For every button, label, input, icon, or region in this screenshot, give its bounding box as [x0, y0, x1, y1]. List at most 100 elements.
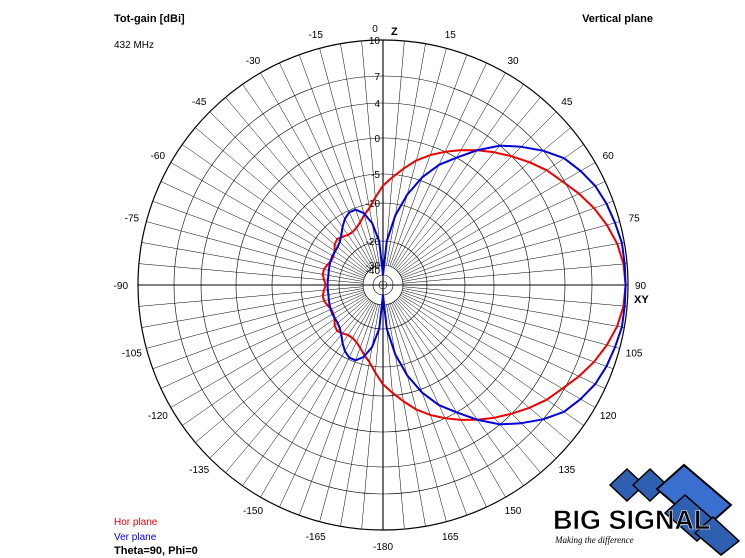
grid-spoke [141, 242, 364, 282]
grid-spoke [401, 293, 606, 389]
grid-spoke [399, 296, 584, 426]
radial-tick-label: -40 [366, 266, 381, 277]
grid-spoke [298, 54, 377, 267]
grid-spoke [386, 43, 426, 266]
axis-label-z: Z [391, 26, 398, 38]
logo-tagline: Making the difference [554, 535, 634, 545]
angle-tick-label: 0 [372, 24, 378, 35]
chart-plane-title: Vertical plane [582, 13, 653, 25]
grid-spoke [146, 289, 364, 349]
angle-tick-label: -75 [125, 214, 140, 225]
grid-spoke [399, 144, 584, 274]
grid-spoke [340, 43, 380, 266]
logo-wordmark: BIG SIGNAL [553, 505, 711, 535]
grid-spoke [401, 200, 614, 279]
grid-spoke [138, 286, 364, 307]
angle-tick-label: 120 [600, 411, 617, 422]
radial-tick-label: -30 [366, 261, 381, 272]
grid-spoke [402, 263, 628, 284]
radial-tick-label: -5 [371, 170, 380, 181]
angle-tick-label: -165 [306, 532, 326, 543]
grid-spoke [389, 303, 468, 516]
angle-tick-label: 45 [561, 97, 573, 108]
grid-spoke [279, 303, 375, 508]
grid-spoke [195, 127, 368, 273]
angle-tick-label: -15 [308, 30, 323, 41]
grid-spoke [386, 304, 426, 527]
angle-tick-label: 15 [445, 30, 457, 41]
grid-spoke [402, 221, 620, 281]
angle-tick-label: -45 [192, 97, 207, 108]
grid-spoke [298, 303, 377, 516]
grid-spoke [260, 72, 374, 268]
grid-spoke [401, 291, 614, 370]
grid-spoke [361, 304, 382, 530]
angle-tick-label: -135 [189, 465, 209, 476]
angle-tick-label: -105 [122, 348, 142, 359]
angle-tick-label: 165 [442, 532, 459, 543]
angle-tick-label: -60 [151, 151, 166, 162]
grid-spoke [402, 288, 625, 328]
grid-spoke [387, 48, 447, 266]
legend-ver-plane: Ver plane [114, 532, 157, 543]
grid-spoke [242, 301, 372, 486]
grid-spoke [260, 302, 374, 498]
grid-spoke [392, 72, 506, 268]
grid-spoke [384, 304, 405, 530]
grid-spoke [209, 111, 370, 272]
grid-spoke [319, 304, 379, 522]
grid-spoke [160, 293, 365, 389]
grid-spoke [160, 181, 365, 277]
grid-spoke [401, 181, 606, 277]
grid-spoke [398, 297, 571, 443]
logo-diamonds [608, 463, 741, 556]
grid-spoke [146, 221, 364, 281]
grid-spoke [396, 298, 557, 459]
angle-tick-label: 90 [635, 281, 647, 292]
grid-spoke [279, 62, 375, 267]
angle-tick-label: -90 [114, 281, 129, 292]
grid-spoke [361, 40, 382, 266]
grid-spoke [396, 111, 557, 272]
grid-spoke [195, 297, 368, 443]
angle-tick-label: -180 [373, 542, 393, 553]
angle-tick-label: 75 [629, 214, 641, 225]
grid-spoke [384, 40, 405, 266]
angle-tick-label: -30 [246, 56, 261, 67]
angle-tick-label: 30 [507, 56, 519, 67]
theta-phi-label: Theta=90, Phi=0 [114, 545, 198, 557]
legend-hor-plane: Hor plane [114, 517, 158, 528]
angle-tick-label: 60 [603, 151, 615, 162]
grid-spoke [402, 242, 625, 282]
grid-spoke [387, 304, 447, 522]
radial-tick-label: -10 [366, 199, 381, 210]
big-signal-logo: BIG SIGNAL Making the difference [553, 463, 741, 556]
grid-spoke [209, 298, 370, 459]
series-ver-plane [326, 144, 627, 426]
angle-tick-label: 150 [505, 506, 522, 517]
radial-tick-label: 4 [374, 99, 380, 110]
angle-tick-label: 135 [559, 465, 576, 476]
grid-spoke [394, 301, 524, 486]
grid-spoke [395, 97, 541, 270]
radial-tick-label: 7 [374, 72, 380, 83]
grid-spoke [319, 48, 379, 266]
chart-title: Tot-gain [dBi] [114, 13, 185, 25]
grid-spoke [225, 300, 371, 473]
grid-spoke [402, 289, 620, 349]
grid-spoke [392, 302, 506, 498]
angle-tick-label: -120 [148, 411, 168, 422]
series-hor-plane [321, 149, 627, 421]
grid-spoke [138, 263, 364, 284]
radial-tick-label: 0 [374, 134, 380, 145]
axis-label-xy: XY [634, 294, 649, 306]
radial-tick-label: -20 [366, 237, 381, 248]
grid-spoke [225, 97, 371, 270]
grid-spoke [394, 84, 524, 269]
grid-spoke [389, 54, 468, 267]
grid-spoke [395, 300, 541, 473]
grid-spoke [340, 304, 380, 527]
frequency-label: 432 MHz [114, 40, 155, 51]
angle-tick-label: -150 [243, 506, 263, 517]
